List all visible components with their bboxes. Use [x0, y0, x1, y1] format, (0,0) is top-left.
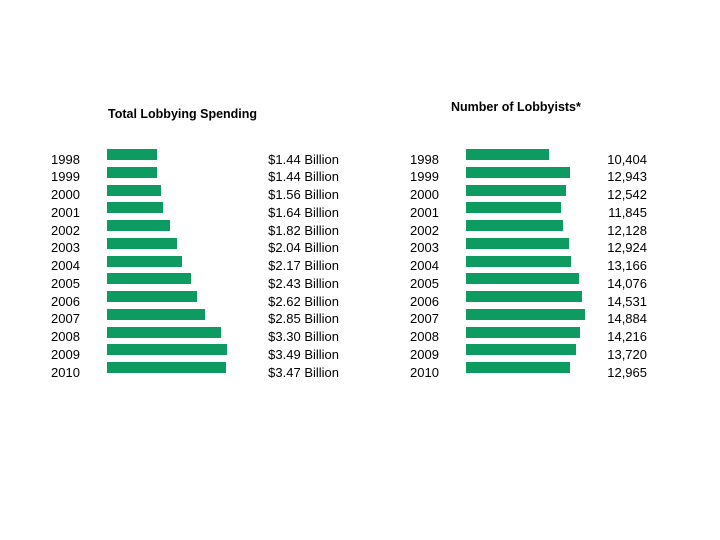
lobbyists-chart-title: Number of Lobbyists* — [451, 100, 581, 114]
spending-year-label: 2000 — [51, 187, 80, 202]
lobbyists-value-label: 12,542 — [607, 187, 647, 202]
lobbyists-value-label: 14,076 — [607, 275, 647, 291]
lobbyists-year-label: 2007 — [410, 311, 439, 327]
spending-bar — [107, 237, 177, 249]
spending-value-label: $2.04 Billion — [268, 240, 339, 256]
lobbyists-bar — [466, 166, 570, 178]
spending-bar — [107, 308, 205, 320]
spending-value-label: $1.44 Billion — [268, 151, 339, 167]
lobbyists-year-label: 1998 — [410, 151, 439, 167]
lobbyists-bar — [466, 273, 579, 285]
spending-value-label: $1.56 Billion — [268, 187, 339, 202]
lobbyists-value-label: 10,404 — [607, 151, 647, 167]
lobbyists-bar — [466, 202, 561, 214]
spending-value-label: $1.64 Billion — [268, 204, 339, 220]
lobbyists-bar — [466, 220, 563, 231]
spending-year-label: 1998 — [51, 151, 80, 167]
lobbyists-year-label: 2005 — [410, 275, 439, 291]
lobbyists-value-label: 13,166 — [607, 258, 647, 273]
lobbyists-value-label: 13,720 — [607, 346, 647, 362]
spending-year-label: 1999 — [51, 169, 80, 185]
spending-year-label: 2010 — [51, 364, 80, 380]
lobbyists-value-label: 11,845 — [608, 204, 647, 220]
lobbyists-year-label: 2006 — [410, 293, 439, 309]
lobbyists-bar — [466, 308, 585, 320]
lobbyists-year-label: 2009 — [410, 346, 439, 362]
lobbyists-year-label: 2003 — [410, 240, 439, 256]
spending-value-label: $1.44 Billion — [268, 169, 339, 185]
lobbyists-year-label: 1999 — [410, 169, 439, 185]
lobbyists-bar — [466, 344, 576, 356]
spending-value-label: $1.82 Billion — [268, 222, 339, 238]
lobbyists-year-label: 2000 — [410, 187, 439, 202]
spending-value-label: $3.30 Billion — [268, 329, 339, 344]
spending-value-label: $3.47 Billion — [268, 364, 339, 380]
spending-year-label: 2005 — [51, 275, 80, 291]
spending-year-label: 2004 — [51, 258, 80, 273]
spending-value-label: $2.85 Billion — [268, 311, 339, 327]
lobbyists-year-label: 2008 — [410, 329, 439, 344]
spending-bar — [107, 220, 170, 231]
lobbyists-bar — [466, 255, 571, 267]
lobbyists-value-label: 14,531 — [607, 293, 647, 309]
lobbyists-year-label: 2001 — [410, 204, 439, 220]
spending-bar — [107, 255, 182, 267]
spending-bar — [107, 149, 157, 160]
spending-chart-title: Total Lobbying Spending — [108, 107, 258, 121]
spending-year-label: 2007 — [51, 311, 80, 327]
spending-year-label: 2008 — [51, 329, 80, 344]
lobbyists-bar — [466, 362, 570, 373]
lobbyists-year-label: 2010 — [410, 364, 439, 380]
lobbyists-value-label: 12,128 — [607, 222, 647, 238]
lobbyists-bar — [466, 237, 569, 249]
lobbyists-bar — [466, 184, 566, 196]
spending-bar — [107, 166, 157, 178]
lobbyists-year-label: 2004 — [410, 258, 439, 273]
spending-year-label: 2002 — [51, 222, 80, 238]
spending-year-label: 2006 — [51, 293, 80, 309]
spending-year-label: 2001 — [51, 204, 80, 220]
spending-bar — [107, 344, 227, 356]
spending-year-label: 2003 — [51, 240, 80, 256]
spending-bar — [107, 326, 221, 338]
lobbyists-bar — [466, 149, 549, 160]
spending-bar — [107, 184, 161, 196]
lobbyists-value-label: 14,216 — [607, 329, 647, 344]
spending-bar — [107, 273, 191, 285]
lobbyists-value-label: 12,943 — [607, 169, 647, 185]
lobbyists-bar — [466, 291, 582, 302]
lobbyists-bar — [466, 326, 580, 338]
spending-year-label: 2009 — [51, 346, 80, 362]
spending-value-label: $3.49 Billion — [268, 346, 339, 362]
lobbyists-value-label: 12,924 — [607, 240, 647, 256]
lobbyists-year-label: 2002 — [410, 222, 439, 238]
spending-value-label: $2.17 Billion — [268, 258, 339, 273]
lobbyists-value-label: 12,965 — [607, 364, 647, 380]
spending-value-label: $2.43 Billion — [268, 275, 339, 291]
spending-bar — [107, 362, 226, 373]
lobbyists-value-label: 14,884 — [607, 311, 647, 327]
spending-bar — [107, 291, 197, 302]
spending-value-label: $2.62 Billion — [268, 293, 339, 309]
spending-bar — [107, 202, 163, 214]
